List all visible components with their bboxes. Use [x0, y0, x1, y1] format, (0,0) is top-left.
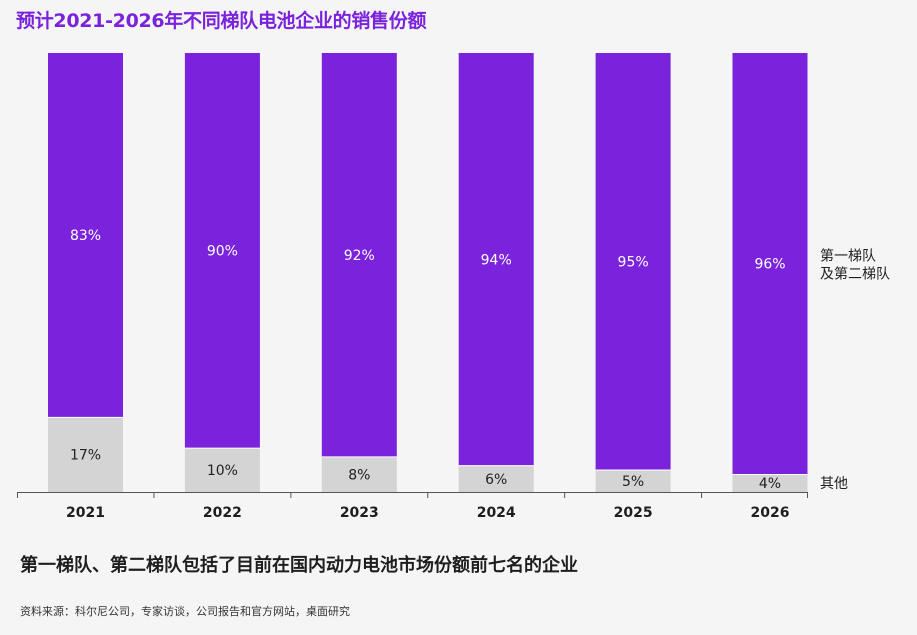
data-label-top-tier: 95%	[618, 255, 649, 271]
x-tick-label: 2025	[614, 505, 653, 521]
data-label-top-tier: 92%	[344, 248, 375, 264]
data-label-others: 4%	[759, 476, 781, 492]
x-tick-label: 2021	[66, 505, 105, 521]
x-axis: 2021 2022 2023 2024 2025 2026	[17, 492, 808, 521]
chart-footnote: 第一梯队、第二梯队包括了目前在国内动力电池市场份额前七名的企业	[20, 555, 578, 576]
bar-top-tier-2025	[595, 53, 671, 471]
source-note: 资料来源：科尔尼公司，专家访谈，公司报告和官方网站，桌面研究	[20, 605, 350, 618]
bar-others-2024	[458, 465, 534, 492]
data-label-others: 8%	[348, 467, 370, 483]
bar-others-2023	[321, 456, 397, 492]
bar-top-tier-2023	[321, 53, 397, 457]
x-tick-label: 2024	[477, 505, 516, 521]
bar-others-2021	[48, 417, 123, 492]
bar-others-2026	[732, 474, 808, 492]
data-label-top-tier: 94%	[481, 252, 512, 268]
bar-top-tier-2021	[48, 53, 123, 418]
x-tick-label: 2026	[751, 505, 790, 521]
data-label-top-tier: 90%	[207, 244, 238, 260]
data-label-top-tier: 83%	[70, 228, 101, 244]
bar-top-tier-2026	[732, 53, 808, 475]
bar-group: 83% 17% 90% 10% 92% 8% 94% 6% 95% 5% 96% 4%	[48, 53, 808, 492]
bar-others-2025	[595, 470, 671, 492]
data-label-others: 5%	[622, 474, 644, 490]
data-label-others: 17%	[70, 448, 101, 464]
legend-label-top-tier: 及第二梯队	[820, 266, 890, 283]
bar-top-tier-2022	[184, 53, 260, 449]
legend-label-top-tier: 第一梯队	[820, 248, 876, 265]
data-label-top-tier: 96%	[754, 257, 785, 273]
bar-top-tier-2024	[458, 53, 534, 466]
data-label-others: 6%	[485, 472, 507, 488]
bar-others-2022	[184, 448, 260, 492]
chart-title: 预计2021-2026年不同梯队电池企业的销售份额	[16, 10, 427, 32]
data-label-others: 10%	[207, 463, 238, 479]
x-tick-label: 2022	[203, 505, 242, 521]
x-tick-label: 2023	[340, 505, 379, 521]
legend-label-others: 其他	[820, 476, 848, 492]
